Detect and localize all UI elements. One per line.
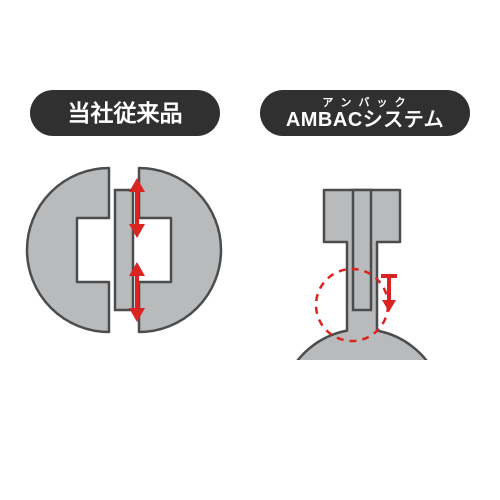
label-pill-ambac: ア ン バ ッ ク AMBACシステム [260, 90, 470, 136]
label-text-conventional: 当社従来品 [68, 100, 183, 126]
diagram-conventional [24, 150, 224, 360]
label-text-ambac: AMBACシステム [260, 103, 470, 132]
vibration-arrow-small [381, 276, 397, 312]
notched-circle-shape [280, 190, 444, 360]
diagram-ambac [262, 150, 462, 360]
split-circle-shape [27, 168, 221, 332]
label-pill-conventional: 当社従来品 [30, 90, 220, 136]
comparison-diagram: 当社従来品 ア ン バ ッ ク AMBACシステム [0, 0, 500, 500]
